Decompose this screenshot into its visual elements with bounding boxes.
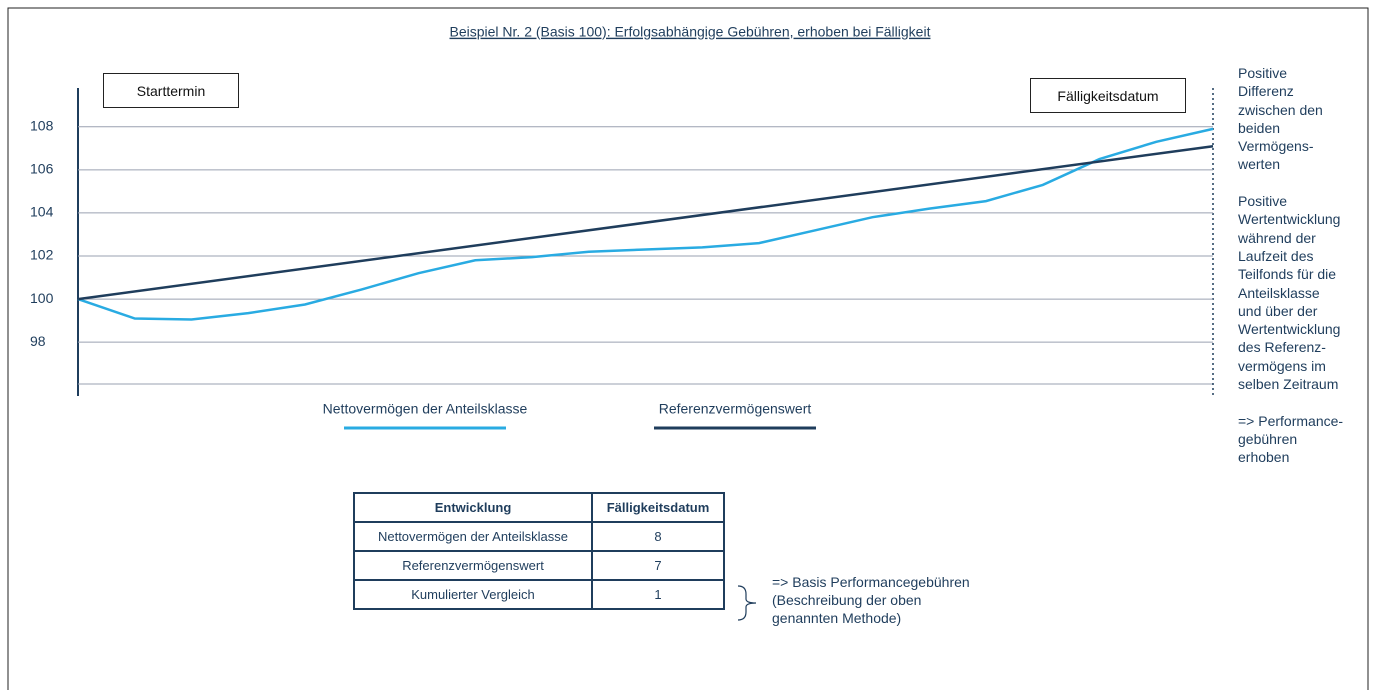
side-note-line: Laufzeit des	[1238, 247, 1314, 264]
side-note-line: Wertentwicklung	[1238, 321, 1341, 338]
y-tick-label: 102	[30, 247, 54, 263]
side-note-line: werten	[1238, 156, 1281, 173]
side-note-line: und über der	[1238, 302, 1318, 319]
maturity-label: Fälligkeitsdatum	[1057, 87, 1159, 104]
table-header: Fälligkeitsdatum	[591, 492, 725, 523]
legend-label: Referenzvermögenswert	[659, 401, 812, 417]
side-note-line: Teilfonds für die	[1238, 266, 1337, 283]
y-tick-label: 98	[30, 333, 46, 349]
side-note-line: selben Zeitraum	[1238, 376, 1339, 393]
table-cell: 1	[591, 579, 725, 610]
side-note-line: Anteilsklasse	[1238, 284, 1320, 301]
chart-title: Beispiel Nr. 2 (Basis 100): Erfolgsabhän…	[450, 24, 931, 40]
legend-label: Nettovermögen der Anteilsklasse	[323, 401, 528, 417]
start-box: Starttermin	[103, 73, 239, 108]
table: Entwicklung Fälligkeitsdatum Nettovermöge…	[353, 492, 725, 610]
note-line: (Beschreibung der oben	[772, 592, 922, 608]
side-notes: Positive Differenz zwischen den beiden Vermö…	[1238, 64, 1373, 467]
table-cell: Nettovermögen der Anteilsklasse	[353, 521, 593, 552]
table-header: Entwicklung	[353, 492, 593, 523]
table-cell: 8	[591, 521, 725, 552]
side-note-line: erhoben	[1238, 449, 1290, 466]
side-note-line: Positive	[1238, 193, 1288, 210]
side-note-line: Vermögens-	[1238, 138, 1314, 155]
note-line: => Basis Performancegebühren	[772, 574, 970, 590]
side-note-line: Differenz	[1238, 83, 1294, 100]
table-cell: Kumulierter Vergleich	[353, 579, 593, 610]
frame	[7, 7, 1369, 690]
maturity-box: Fälligkeitsdatum	[1030, 78, 1186, 113]
side-note-line: des Referenz-	[1238, 339, 1326, 356]
side-note-line: beiden	[1238, 119, 1281, 136]
table-cell: Referenzvermögenswert	[353, 550, 593, 581]
y-tick-label: 108	[30, 117, 54, 133]
side-note-line: gebühren	[1238, 430, 1298, 447]
note-line: genannten Methode)	[772, 610, 902, 626]
start-label: Starttermin	[136, 82, 206, 99]
table-note: => Basis Performancegebühren (Beschreibun…	[772, 573, 970, 627]
side-note-line: Wertentwicklung	[1238, 211, 1341, 228]
y-tick-label: 100	[30, 290, 54, 306]
y-tick-label: 106	[30, 161, 54, 177]
series-line	[77, 144, 1214, 301]
brace	[737, 585, 757, 621]
side-note-line: => Performance-	[1238, 412, 1344, 429]
table-cell: 7	[591, 550, 725, 581]
y-tick-label: 104	[30, 204, 54, 220]
side-note-line: zwischen den	[1238, 101, 1323, 118]
side-note-line: vermögens im	[1238, 357, 1326, 374]
series-line	[77, 127, 1214, 321]
side-note-line: Positive	[1238, 65, 1288, 81]
side-note-line: während der	[1238, 229, 1316, 246]
